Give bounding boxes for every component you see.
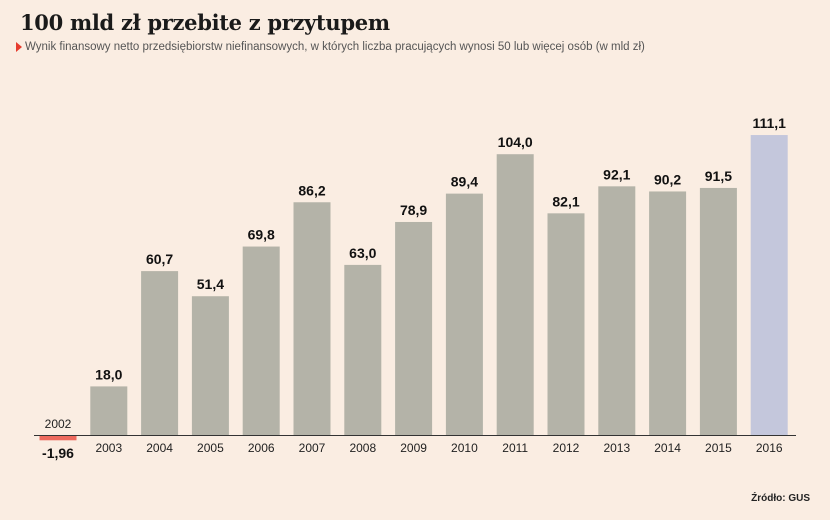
bar-2012: [547, 213, 585, 435]
source-note: Źródło: GUS: [751, 493, 810, 504]
value-label-2012: 82,1: [552, 193, 579, 209]
bar-2010: [445, 193, 483, 435]
bar-2002: [39, 435, 77, 441]
value-label-2006: 69,8: [248, 227, 275, 243]
bar-2014: [649, 191, 687, 435]
bar-2015: [699, 187, 737, 435]
bar-2006: [242, 246, 280, 435]
bar-2009: [395, 221, 433, 435]
bar-2013: [598, 186, 636, 435]
x-tick-label-2005: 2005: [197, 441, 224, 455]
bar-2011: [496, 154, 534, 435]
value-label-2007: 86,2: [298, 182, 325, 198]
value-label-2013: 92,1: [603, 166, 630, 182]
x-tick-label-2004: 2004: [146, 441, 173, 455]
bar-2004: [141, 271, 179, 435]
value-label-2014: 90,2: [654, 171, 681, 187]
bar-2016: [750, 135, 788, 435]
value-label-2002: -1,96: [42, 445, 74, 461]
x-tick-label-2014: 2014: [654, 441, 681, 455]
value-label-2016: 111,1: [752, 115, 786, 131]
bar-2003: [90, 386, 128, 435]
subtitle-row: Wynik finansowy netto przedsiębiorstw ni…: [16, 41, 645, 53]
x-tick-label-2011: 2011: [502, 441, 528, 455]
x-tick-label-2010: 2010: [451, 441, 478, 455]
value-label-2015: 91,5: [705, 168, 732, 184]
x-tick-label-2013: 2013: [603, 441, 630, 455]
x-tick-label-2016: 2016: [756, 441, 783, 455]
x-tick-label-2007: 2007: [299, 441, 326, 455]
x-tick-label-2002: 2002: [45, 417, 72, 431]
x-tick-label-2008: 2008: [349, 441, 376, 455]
value-label-2003: 18,0: [95, 366, 122, 382]
x-tick-label-2012: 2012: [553, 441, 580, 455]
value-label-2011: 104,0: [498, 134, 533, 150]
x-tick-label-2003: 2003: [95, 441, 122, 455]
x-tick-label-2006: 2006: [248, 441, 275, 455]
triangle-marker-icon: [16, 42, 22, 52]
value-label-2005: 51,4: [197, 276, 224, 292]
chart-title: 100 mld zł przebite z przytupem: [20, 10, 390, 35]
bar-2008: [344, 264, 382, 435]
x-tick-label-2009: 2009: [400, 441, 427, 455]
value-label-2010: 89,4: [451, 174, 478, 190]
value-label-2004: 60,7: [146, 251, 173, 267]
bar-2005: [191, 296, 229, 435]
value-label-2009: 78,9: [400, 202, 427, 218]
value-label-2008: 63,0: [349, 245, 376, 261]
bar-2007: [293, 202, 331, 435]
x-tick-label-2015: 2015: [705, 441, 732, 455]
chart-subtitle: Wynik finansowy netto przedsiębiorstw ni…: [25, 41, 645, 53]
